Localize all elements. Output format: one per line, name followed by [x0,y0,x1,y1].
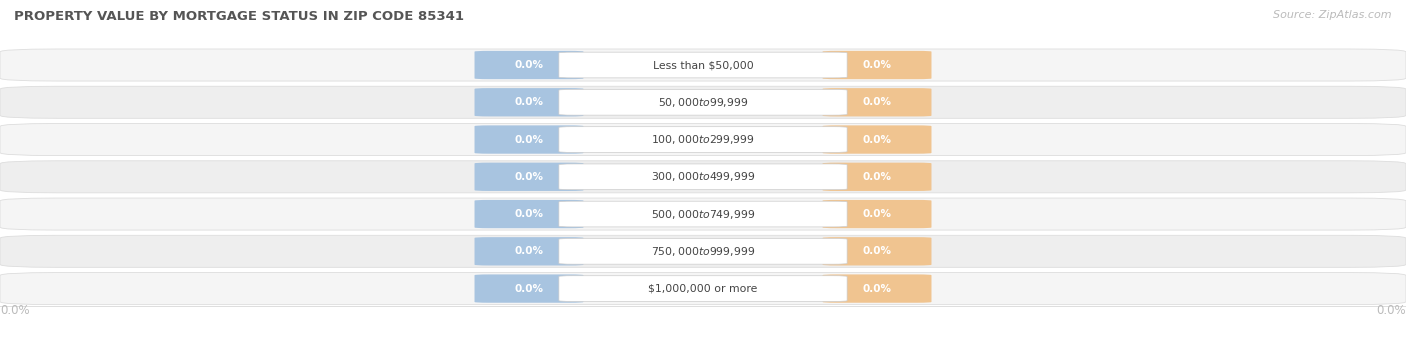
Text: 0.0%: 0.0% [1376,304,1406,317]
Text: 0.0%: 0.0% [515,209,544,219]
FancyBboxPatch shape [475,274,583,303]
Text: PROPERTY VALUE BY MORTGAGE STATUS IN ZIP CODE 85341: PROPERTY VALUE BY MORTGAGE STATUS IN ZIP… [14,10,464,23]
Text: $100,000 to $299,999: $100,000 to $299,999 [651,133,755,146]
Text: 0.0%: 0.0% [515,284,544,293]
FancyBboxPatch shape [560,127,846,152]
FancyBboxPatch shape [823,274,932,303]
FancyBboxPatch shape [475,200,583,228]
Text: $1,000,000 or more: $1,000,000 or more [648,284,758,293]
FancyBboxPatch shape [823,237,932,266]
FancyBboxPatch shape [475,51,583,79]
FancyBboxPatch shape [0,198,1406,230]
Text: 0.0%: 0.0% [862,97,891,107]
FancyBboxPatch shape [0,273,1406,305]
FancyBboxPatch shape [823,125,932,154]
Text: 0.0%: 0.0% [862,172,891,182]
FancyBboxPatch shape [560,238,846,264]
Text: 0.0%: 0.0% [862,135,891,144]
FancyBboxPatch shape [560,201,846,227]
FancyBboxPatch shape [823,88,932,116]
Text: 0.0%: 0.0% [515,97,544,107]
Text: 0.0%: 0.0% [515,135,544,144]
FancyBboxPatch shape [823,51,932,79]
Text: Source: ZipAtlas.com: Source: ZipAtlas.com [1274,10,1392,20]
Text: 0.0%: 0.0% [862,246,891,256]
FancyBboxPatch shape [0,235,1406,267]
FancyBboxPatch shape [0,161,1406,193]
Text: 0.0%: 0.0% [862,60,891,70]
FancyBboxPatch shape [475,88,583,116]
FancyBboxPatch shape [475,125,583,154]
Text: 0.0%: 0.0% [515,172,544,182]
Text: $50,000 to $99,999: $50,000 to $99,999 [658,96,748,109]
Text: 0.0%: 0.0% [515,60,544,70]
Text: 0.0%: 0.0% [515,246,544,256]
FancyBboxPatch shape [475,237,583,266]
Text: $750,000 to $999,999: $750,000 to $999,999 [651,245,755,258]
FancyBboxPatch shape [0,86,1406,118]
FancyBboxPatch shape [560,276,846,302]
Text: Less than $50,000: Less than $50,000 [652,60,754,70]
Text: 0.0%: 0.0% [862,284,891,293]
FancyBboxPatch shape [823,163,932,191]
FancyBboxPatch shape [560,52,846,78]
FancyBboxPatch shape [475,163,583,191]
FancyBboxPatch shape [560,89,846,115]
Text: 0.0%: 0.0% [0,304,30,317]
Text: $300,000 to $499,999: $300,000 to $499,999 [651,170,755,183]
FancyBboxPatch shape [0,123,1406,156]
Text: $500,000 to $749,999: $500,000 to $749,999 [651,207,755,221]
FancyBboxPatch shape [0,49,1406,81]
FancyBboxPatch shape [560,164,846,190]
Text: 0.0%: 0.0% [862,209,891,219]
FancyBboxPatch shape [823,200,932,228]
